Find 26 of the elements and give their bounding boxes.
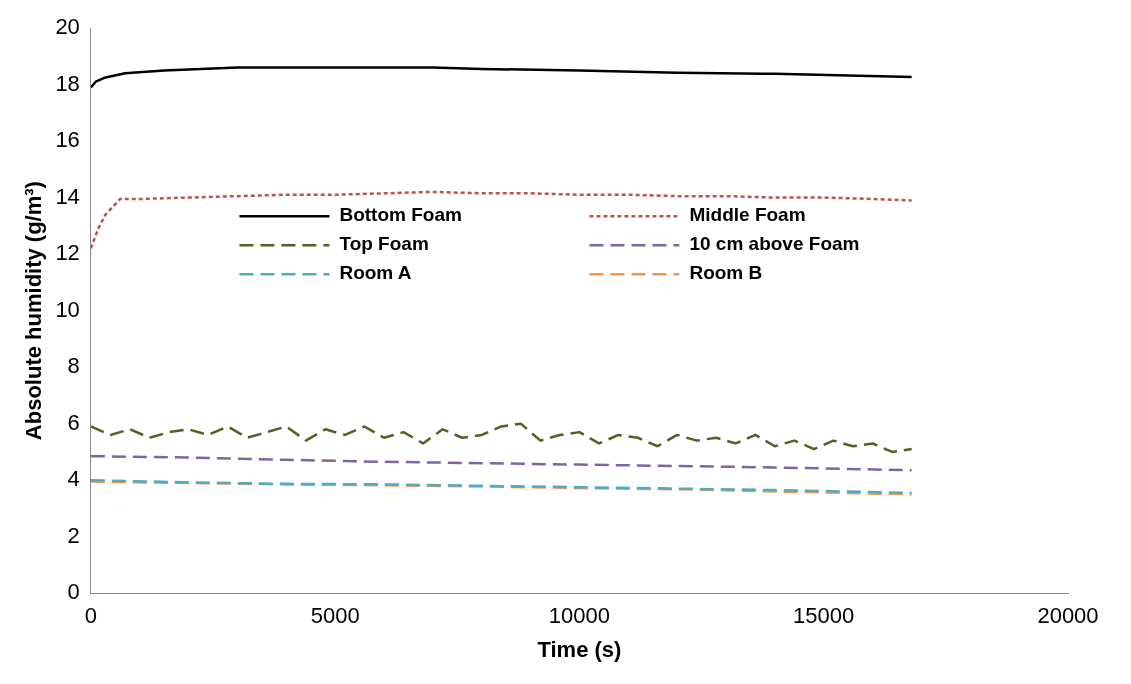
x-tick-label: 0 <box>84 603 97 629</box>
y-tick-label: 10 <box>55 296 80 322</box>
x-tick-label: 5000 <box>310 603 360 629</box>
line-series <box>90 454 913 472</box>
x-tick-label: 15000 <box>793 603 855 629</box>
y-tick-label: 0 <box>67 579 80 605</box>
x-tick-label: 20000 <box>1037 603 1099 629</box>
x-tick-label: 10000 <box>548 603 611 629</box>
line-series <box>90 422 913 454</box>
legend-label: Room A <box>339 262 412 284</box>
y-tick-label: 18 <box>55 70 80 96</box>
legend-label: Bottom Foam <box>339 204 462 226</box>
y-tick-label: 20 <box>55 14 80 40</box>
y-tick-label: 8 <box>67 353 80 379</box>
y-tick-label: 4 <box>67 466 80 492</box>
y-axis-title: Absolute humidity (g/m³) <box>21 181 47 441</box>
legend-label: 10 cm above Foam <box>689 233 860 255</box>
legend-label: Top Foam <box>339 233 429 255</box>
x-axis-title: Time (s) <box>537 636 622 662</box>
y-tick-label: 6 <box>67 409 80 435</box>
legend-label: Room B <box>689 262 763 284</box>
y-tick-label: 14 <box>55 183 80 209</box>
legend-label: Middle Foam <box>689 204 806 226</box>
y-tick-label: 2 <box>67 522 80 548</box>
y-tick-label: 12 <box>55 240 80 266</box>
y-tick-label: 16 <box>55 127 80 153</box>
